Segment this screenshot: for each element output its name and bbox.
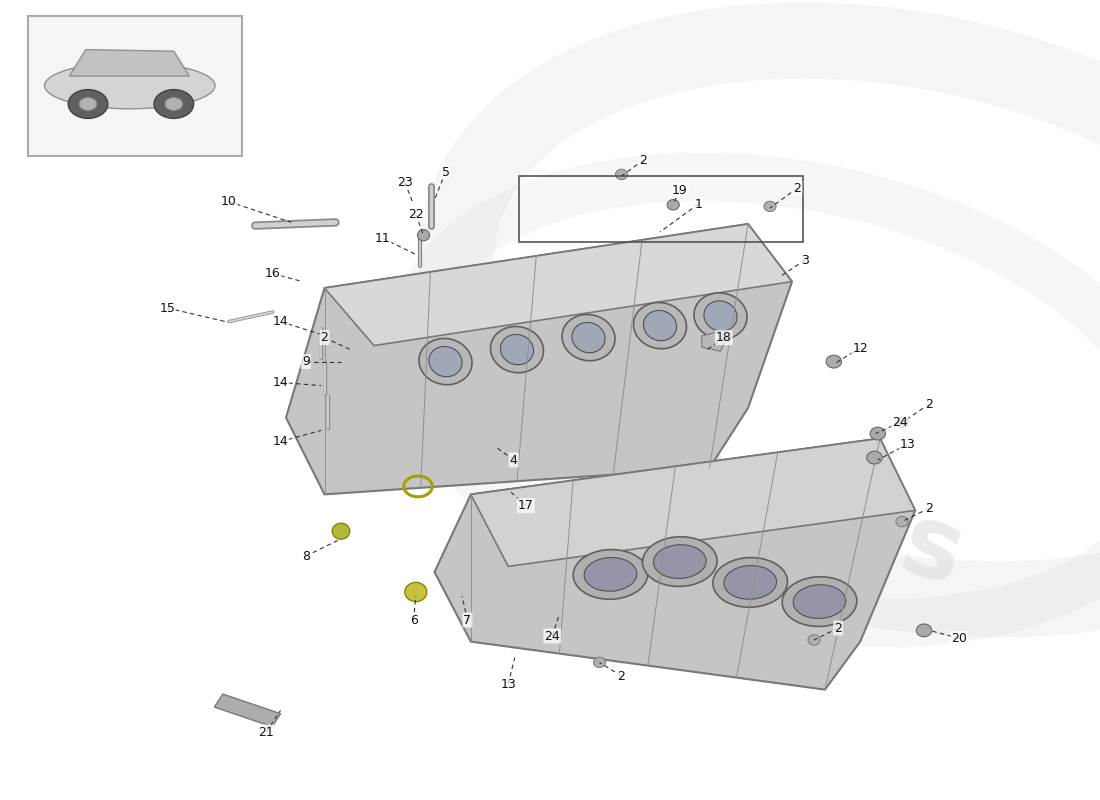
Ellipse shape — [573, 550, 648, 599]
Ellipse shape — [572, 322, 605, 353]
Polygon shape — [214, 694, 280, 726]
Ellipse shape — [667, 199, 679, 210]
Text: 2: 2 — [617, 670, 626, 682]
Text: 2: 2 — [925, 502, 934, 514]
Ellipse shape — [870, 427, 886, 440]
Polygon shape — [434, 438, 915, 690]
Text: 2: 2 — [639, 154, 648, 166]
Text: 20: 20 — [952, 632, 967, 645]
Text: eurospares: eurospares — [344, 320, 976, 608]
Text: 14: 14 — [273, 376, 288, 389]
Ellipse shape — [500, 334, 534, 365]
Text: 2: 2 — [320, 331, 329, 344]
Text: 11: 11 — [375, 232, 390, 245]
Ellipse shape — [44, 62, 214, 109]
Polygon shape — [702, 331, 726, 351]
Ellipse shape — [782, 577, 857, 626]
Text: 16: 16 — [265, 267, 280, 280]
Ellipse shape — [642, 537, 717, 586]
Text: 15: 15 — [160, 302, 175, 314]
Text: 19: 19 — [672, 184, 688, 197]
Ellipse shape — [713, 558, 788, 607]
Ellipse shape — [704, 301, 737, 331]
Ellipse shape — [895, 418, 909, 427]
Text: 10: 10 — [221, 195, 236, 208]
Text: 13: 13 — [900, 438, 915, 450]
Ellipse shape — [405, 582, 427, 602]
Ellipse shape — [916, 624, 932, 637]
Ellipse shape — [332, 523, 350, 539]
Ellipse shape — [584, 558, 637, 591]
Ellipse shape — [418, 230, 429, 241]
Polygon shape — [471, 438, 915, 566]
Ellipse shape — [826, 355, 842, 368]
Text: 13: 13 — [500, 678, 516, 690]
Text: a passion for parts since 1985: a passion for parts since 1985 — [507, 518, 813, 634]
Ellipse shape — [895, 517, 909, 527]
Ellipse shape — [793, 585, 846, 618]
Ellipse shape — [644, 310, 676, 341]
Circle shape — [154, 90, 194, 118]
Ellipse shape — [562, 314, 615, 361]
Text: 9: 9 — [301, 355, 310, 368]
Ellipse shape — [491, 326, 543, 373]
Ellipse shape — [807, 635, 821, 645]
Text: 14: 14 — [273, 435, 288, 448]
Text: 24: 24 — [892, 416, 907, 429]
Ellipse shape — [724, 566, 777, 599]
Text: 2: 2 — [793, 182, 802, 194]
Text: 23: 23 — [397, 176, 412, 189]
Text: 21: 21 — [258, 726, 274, 738]
Text: 2: 2 — [834, 622, 843, 634]
Text: 6: 6 — [409, 614, 418, 626]
Text: 4: 4 — [509, 454, 518, 466]
Ellipse shape — [763, 201, 777, 212]
Ellipse shape — [694, 293, 747, 339]
Text: 14: 14 — [273, 315, 288, 328]
Bar — [519, 176, 803, 242]
Text: 3: 3 — [801, 254, 810, 266]
Ellipse shape — [594, 658, 605, 667]
Text: 22: 22 — [408, 208, 424, 221]
Polygon shape — [324, 224, 792, 346]
Text: 17: 17 — [518, 499, 534, 512]
Circle shape — [165, 98, 183, 110]
Text: 12: 12 — [852, 342, 868, 354]
Ellipse shape — [653, 545, 706, 578]
Text: 7: 7 — [463, 614, 472, 626]
Circle shape — [68, 90, 108, 118]
Ellipse shape — [867, 451, 882, 464]
Polygon shape — [69, 50, 189, 76]
Circle shape — [79, 98, 97, 110]
Polygon shape — [286, 224, 792, 494]
Ellipse shape — [419, 338, 472, 385]
Bar — [28, 16, 242, 156]
Text: 2: 2 — [925, 398, 934, 410]
Text: 1: 1 — [694, 198, 703, 210]
Ellipse shape — [615, 169, 627, 180]
Text: 24: 24 — [544, 630, 560, 642]
Ellipse shape — [634, 302, 686, 349]
Text: 8: 8 — [301, 550, 310, 562]
Ellipse shape — [429, 346, 462, 377]
Text: 18: 18 — [716, 331, 732, 344]
Text: 5: 5 — [441, 166, 450, 178]
